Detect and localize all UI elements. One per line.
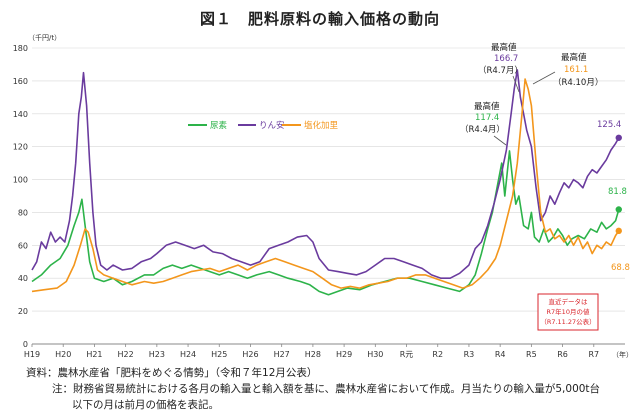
end-point-potash: [615, 227, 622, 235]
peak-phosphate-value: 166.7: [494, 54, 518, 64]
x-tick-label-14: R3: [464, 350, 475, 359]
recent-data-border: [537, 293, 599, 331]
legend-label-potash: 塩化加里: [304, 120, 339, 131]
end-value-phosphate: 125.4: [597, 120, 621, 130]
y-tick-label-140: 140: [13, 110, 28, 119]
x-tick-label-4: H23: [149, 350, 165, 359]
page-title: 図１ 肥料原料の輸入価格の動向: [199, 10, 440, 28]
x-tick-label-6: H25: [211, 350, 227, 359]
peak-urea-label: 最高値: [474, 101, 500, 112]
x-tick-label-18: R7: [588, 350, 599, 359]
x-tick-label-17: R6: [557, 350, 568, 359]
x-tick-label-16: R5: [526, 350, 537, 359]
note-line-2: 以下の月は前月の価格を表記。: [72, 399, 219, 411]
end-value-urea: 81.8: [608, 187, 627, 197]
peak-phosphate-date: （R4.7月）: [478, 65, 523, 76]
source-note: 資料：農林水産省「肥料をめぐる情勢」（令和７年12月公表）: [26, 367, 318, 379]
legend-label-urea: 尿素: [210, 120, 228, 131]
recent-data-line3: （R7.11.27公表）: [540, 317, 595, 326]
y-tick-label-80: 80: [18, 208, 28, 217]
y-tick-label-120: 120: [13, 143, 28, 152]
x-tick-label-8: H27: [274, 350, 290, 359]
peak-urea-leader: [493, 135, 507, 146]
y-unit-label: （千円/t）: [28, 33, 61, 42]
peak-potash-leader: [532, 71, 556, 85]
peak-urea-value: 117.4: [475, 113, 499, 123]
x-tick-label-12: R元: [400, 350, 414, 359]
x-tick-label-10: H29: [336, 350, 352, 359]
recent-data-box: 直近データは R7年10月の値 （R7.11.27公表）: [537, 293, 599, 331]
y-tick-label-160: 160: [13, 77, 28, 86]
peak-potash-value: 161.1: [564, 65, 588, 75]
end-value-potash: 68.8: [611, 263, 630, 273]
x-tick-label-9: H28: [305, 350, 321, 359]
x-tick-label-0: H19: [24, 350, 40, 359]
end-point-urea: [615, 206, 622, 213]
x-tick-label-3: H22: [118, 350, 134, 359]
y-tick-label-40: 40: [18, 274, 28, 283]
y-tick-label-100: 100: [13, 176, 28, 185]
end-point-phosphate: [615, 134, 622, 141]
series-line-potash: [31, 78, 620, 293]
gridlines: [32, 47, 625, 345]
y-axis-ticks: 0 20 40 60 80 100 120 140 160 180: [13, 44, 28, 349]
legend-label-phosphate: りん安: [259, 120, 285, 131]
y-tick-label-20: 20: [18, 307, 28, 316]
peak-urea-date: （R4.4月）: [460, 124, 505, 135]
x-tick-label-2: H21: [86, 350, 102, 359]
x-tick-label-5: H24: [180, 350, 196, 359]
price-chart: （千円/t） 0 20 40 60 80 100 120 140 160 180 H19 H20 H2…: [13, 33, 633, 359]
x-tick-label-13: R2: [432, 350, 443, 359]
x-tick-label-11: H30: [367, 350, 383, 359]
x-tick-label-1: H20: [55, 350, 71, 359]
y-tick-label-0: 0: [23, 340, 28, 349]
recent-data-line2: R7年10月の値: [547, 307, 590, 316]
x-axis-ticks: H19 H20 H21 H22 H23 H24 H25 H26 H27 H28 H29 H30 R元 R2…: [24, 344, 599, 359]
peak-potash-label: 最高値: [561, 52, 587, 63]
peak-potash-date: （R4.10月）: [553, 77, 603, 88]
y-tick-label-180: 180: [13, 44, 28, 53]
x-tick-label-15: R4: [495, 350, 506, 359]
series-line-phosphate: [31, 69, 620, 279]
peak-phosphate-label: 最高値: [491, 42, 517, 53]
x-tick-label-7: H26: [242, 350, 258, 359]
series-line-urea: [31, 150, 620, 296]
series-lines: [31, 69, 622, 296]
x-year-label: （年）: [612, 350, 633, 359]
peak-phosphate-leader: [512, 75, 520, 93]
y-tick-label-60: 60: [18, 241, 28, 250]
notes: 資料：農林水産省「肥料をめぐる情勢」（令和７年12月公表） 注：財務省貿易統計に…: [26, 365, 600, 413]
legend: 尿素 りん安 塩化加里: [188, 120, 339, 131]
note-line-1: 注：財務省貿易統計における各月の輸入量と輸入額を基に、農林水産省において作成。月…: [52, 383, 601, 395]
recent-data-line1: 直近データは: [549, 297, 589, 306]
